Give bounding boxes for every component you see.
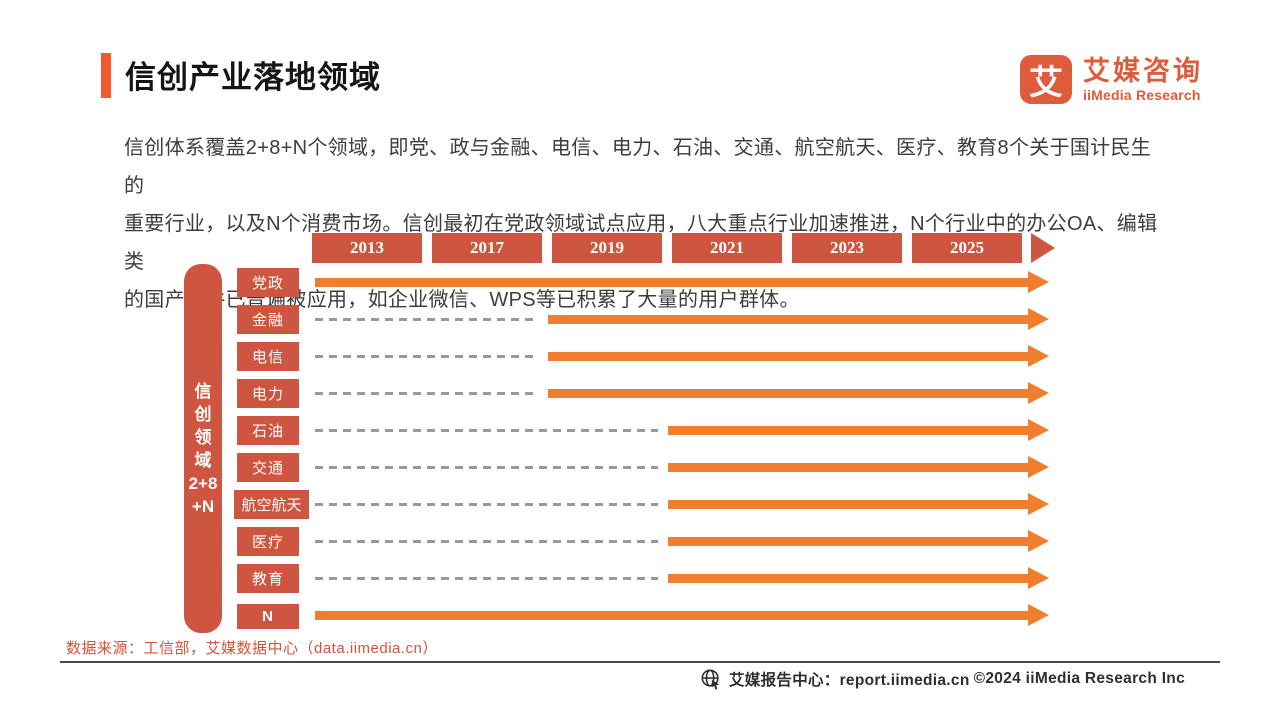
progress-arrow-head xyxy=(1028,271,1049,293)
progress-arrow-shaft xyxy=(548,389,1030,398)
progress-arrow-head xyxy=(1028,530,1049,552)
iimedia-logo-icon: 艾 xyxy=(1020,55,1072,104)
progress-arrow-head xyxy=(1028,493,1049,515)
chart-axis-panel: 信创领域 2+8 +N xyxy=(184,264,222,633)
data-source-note: 数据来源：工信部，艾媒数据中心（data.iimedia.cn） xyxy=(66,640,438,657)
pending-dashed-line xyxy=(315,577,658,580)
intro-line: 信创体系覆盖2+8+N个领域，即党、政与金融、电信、电力、石油、交通、航空航天、… xyxy=(124,137,1152,197)
progress-arrow-shaft xyxy=(315,611,1030,620)
pending-dashed-line xyxy=(315,503,658,506)
row-label: 电信 xyxy=(237,342,299,371)
row-label: 电力 xyxy=(237,379,299,408)
year-box-2017: 2017 xyxy=(432,233,542,263)
axis-label-line: 2+8 xyxy=(188,473,218,493)
progress-arrow-shaft xyxy=(548,352,1030,361)
row-label: 党政 xyxy=(237,268,299,297)
year-box-2021: 2021 xyxy=(672,233,782,263)
year-box-2023: 2023 xyxy=(792,233,902,263)
page-title: 信创产业落地领域 xyxy=(125,60,381,95)
pending-dashed-line xyxy=(315,429,658,432)
intro-paragraph: 信创体系覆盖2+8+N个领域，即党、政与金融、电信、电力、石油、交通、航空航天、… xyxy=(124,129,1159,319)
timeline-years: 2013 2017 2019 2021 2023 2025 xyxy=(312,233,1055,263)
year-box-2019: 2019 xyxy=(552,233,662,263)
row-label: 金融 xyxy=(237,305,299,334)
iimedia-logo-text: 艾媒咨询 iiMedia Research xyxy=(1083,55,1203,103)
row-label: 医疗 xyxy=(237,527,299,556)
progress-arrow-head xyxy=(1028,382,1049,404)
chart-row-石油: 石油 xyxy=(0,412,1280,449)
chart-row-N: N xyxy=(0,597,1280,634)
pending-dashed-line xyxy=(315,392,538,395)
progress-arrow-head xyxy=(1028,308,1049,330)
chart-row-航空航天: 航空航天 xyxy=(0,486,1280,523)
row-label: 石油 xyxy=(237,416,299,445)
iimedia-logo: 艾 艾媒咨询 iiMedia Research xyxy=(1020,55,1203,104)
progress-arrow-shaft xyxy=(668,537,1030,546)
progress-arrow-shaft xyxy=(548,315,1030,324)
chart-row-电力: 电力 xyxy=(0,375,1280,412)
progress-arrow-shaft xyxy=(668,463,1030,472)
globe-cursor-icon xyxy=(701,669,720,690)
timeline-arrow-tip xyxy=(1031,233,1055,263)
progress-arrow-head xyxy=(1028,345,1049,367)
intro-line: 重要行业，以及N个消费市场。信创最初在党政领域试点应用，八大重点行业加速推进，N… xyxy=(124,213,1158,273)
pending-dashed-line xyxy=(315,540,658,543)
chart-row-金融: 金融 xyxy=(0,301,1280,338)
progress-arrow-head xyxy=(1028,604,1049,626)
progress-arrow-shaft xyxy=(668,500,1030,509)
progress-arrow-shaft xyxy=(668,426,1030,435)
logo-name-en: iiMedia Research xyxy=(1083,86,1201,103)
axis-label-line: 信 xyxy=(194,381,212,401)
progress-arrow-shaft xyxy=(315,278,1030,287)
pending-dashed-line xyxy=(315,318,538,321)
title-accent-bar xyxy=(101,53,111,98)
row-label: 交通 xyxy=(237,453,299,482)
footer-report-text: 艾媒报告中心：report.iimedia.cn xyxy=(729,672,970,689)
row-label: 航空航天 xyxy=(234,490,309,519)
progress-arrow-head xyxy=(1028,456,1049,478)
chart-row-电信: 电信 xyxy=(0,338,1280,375)
axis-label-line: 领 xyxy=(194,427,212,447)
year-box-2013: 2013 xyxy=(312,233,422,263)
axis-label-line: +N xyxy=(191,496,215,516)
footer-copyright: ©2024 iiMedia Research Inc xyxy=(973,670,1185,687)
footer: 艾媒报告中心：report.iimedia.cn ©2024 iiMedia R… xyxy=(700,668,1185,690)
chart-row-医疗: 医疗 xyxy=(0,523,1280,560)
chart-row-交通: 交通 xyxy=(0,449,1280,486)
row-label: 教育 xyxy=(237,564,299,593)
year-box-2025: 2025 xyxy=(912,233,1022,263)
chart-row-党政: 党政 xyxy=(0,264,1280,301)
axis-label-line: 创 xyxy=(194,404,212,424)
chart-row-教育: 教育 xyxy=(0,560,1280,597)
footer-report-center: 艾媒报告中心：report.iimedia.cn xyxy=(700,668,970,690)
progress-arrow-shaft xyxy=(668,574,1030,583)
progress-arrow-head xyxy=(1028,567,1049,589)
logo-name-cn: 艾媒咨询 xyxy=(1083,55,1203,86)
axis-label-line: 域 xyxy=(194,450,212,470)
pending-dashed-line xyxy=(315,466,658,469)
progress-arrow-head xyxy=(1028,419,1049,441)
pending-dashed-line xyxy=(315,355,538,358)
row-label: N xyxy=(237,604,299,629)
footer-divider xyxy=(60,661,1220,663)
